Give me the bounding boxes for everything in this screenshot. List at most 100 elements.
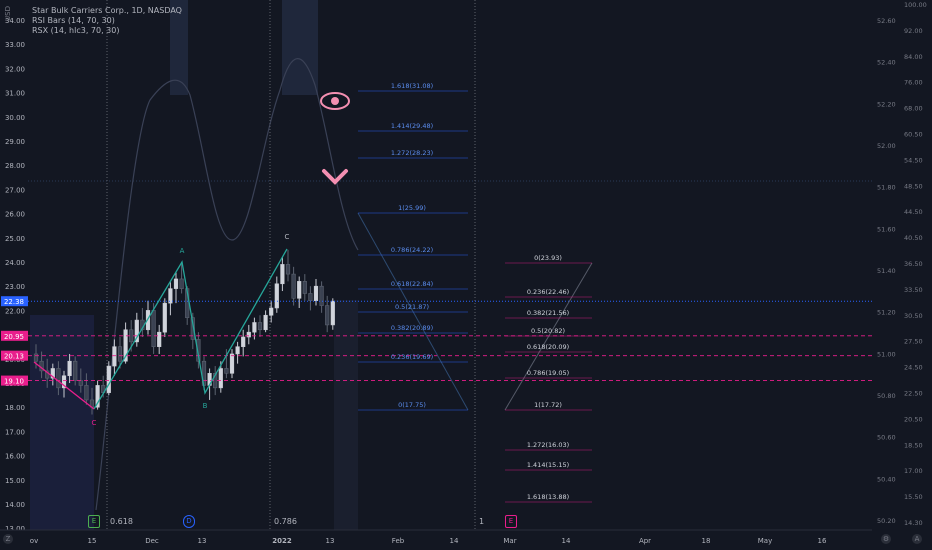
price-tick-label: 15.00 xyxy=(5,477,25,485)
fib-level-label: 1.272(28.23) xyxy=(391,149,433,157)
candle-body xyxy=(73,360,78,381)
candle-body xyxy=(257,322,263,331)
left-axis-bg xyxy=(0,0,28,550)
time-tick-label: 15 xyxy=(88,537,97,545)
pattern-point-label: C xyxy=(285,233,290,241)
rsi-axis-tick: 27.50 xyxy=(904,338,923,346)
fib-level-label: 1(17.72) xyxy=(534,401,562,409)
candle xyxy=(235,341,240,364)
price-badge-label: 19.10 xyxy=(4,378,24,386)
legend-rsi-bars[interactable]: RSI Bars (14, 70, 30) xyxy=(32,16,115,25)
time-tick-label: 13 xyxy=(198,537,207,545)
rsi-overbought-band xyxy=(282,0,318,95)
earnings-event-marker-future[interactable]: E xyxy=(505,515,517,528)
time-tick-label: Dec xyxy=(145,537,159,545)
candle xyxy=(162,298,167,338)
left-price-axis: 34.00 33.00 32.00 31.00 30.00 29.00 28.00 27.00… xyxy=(0,0,28,550)
rsx-axis-tick: 51.80 xyxy=(877,184,896,192)
candle xyxy=(106,361,111,396)
candle-body xyxy=(274,283,279,309)
rsx-axis-tick: 50.80 xyxy=(877,392,896,400)
auto-scale-icon[interactable]: A xyxy=(912,534,922,544)
candle xyxy=(73,356,78,386)
candle xyxy=(56,361,61,396)
candle xyxy=(112,339,117,376)
fib-level-label: 0(23.93) xyxy=(534,254,562,262)
rsi-axis-tick: 24.50 xyxy=(904,364,923,372)
fib-level-label: 0.618(22.84) xyxy=(391,280,433,288)
candle-body xyxy=(173,278,179,289)
time-tick-label: 2022 xyxy=(272,537,292,545)
candle xyxy=(229,349,235,379)
candle-body xyxy=(252,322,257,333)
candle xyxy=(134,312,139,347)
legend-title[interactable]: Star Bulk Carriers Corp., 1D, NASDAQ xyxy=(32,6,182,15)
rsi-axis-tick: 68.00 xyxy=(904,105,923,113)
price-tick-label: 22.00 xyxy=(5,307,25,315)
rsi-axis-tick: 17.00 xyxy=(904,467,923,475)
fib-level-label: 0.382(20.89) xyxy=(391,324,433,332)
right-axis-bg xyxy=(872,0,932,550)
candle-body xyxy=(218,368,223,389)
candle xyxy=(274,276,279,313)
rsi-axis-tick: 15.50 xyxy=(904,493,923,501)
candle-body xyxy=(134,319,139,343)
rsx-axis-tick: 52.20 xyxy=(877,100,896,108)
candle xyxy=(291,266,296,306)
rsx-axis-tick: 50.20 xyxy=(877,517,896,525)
candle-body xyxy=(235,346,240,355)
candle-body xyxy=(291,273,296,299)
candle-body xyxy=(280,264,285,285)
legend-rsx[interactable]: RSX (14, hlc3, 70, 30) xyxy=(32,26,120,35)
rsi-zone-band xyxy=(30,315,94,530)
price-tick-label: 28.00 xyxy=(5,162,25,170)
time-axis-bg xyxy=(0,530,932,550)
candle-body xyxy=(112,346,117,367)
time-axis: ov 15 Dec 13 2022 13 Feb 14 Mar 14 Apr 18 May 16 xyxy=(0,529,932,550)
rsi-axis-tick: 76.00 xyxy=(904,79,923,87)
dividend-event-marker[interactable]: D xyxy=(183,515,195,528)
candle xyxy=(297,276,302,308)
candle-body xyxy=(196,339,201,362)
price-tick-label: 24.00 xyxy=(5,259,25,267)
candle-body xyxy=(61,375,67,389)
rsi-axis-tick: 14.30 xyxy=(904,519,923,527)
price-tick-label: 23.00 xyxy=(5,283,25,291)
chevron-down-icon xyxy=(322,169,348,185)
eye-outline xyxy=(320,92,350,110)
ratio-label-0786: 0.786 xyxy=(274,517,297,526)
candle xyxy=(84,373,89,405)
zoom-icon[interactable]: Z xyxy=(3,534,13,544)
candle xyxy=(179,262,184,294)
price-tick-label: 30.00 xyxy=(5,114,25,122)
price-tick-label: 13.00 xyxy=(5,525,25,533)
fib-retracement-lower: 0(23.93) 0.236(22.46) 0.382(21.56) 0.5(20.8… xyxy=(504,254,593,503)
rsi-axis-tick: 36.50 xyxy=(904,260,923,268)
candle xyxy=(280,257,285,292)
price-tick-label: 34.00 xyxy=(5,17,25,25)
currency-label: USD xyxy=(4,6,12,21)
candle xyxy=(269,300,274,323)
price-tick-label: 14.00 xyxy=(5,501,25,509)
candle-body xyxy=(246,331,251,338)
settings-gear-icon[interactable]: ⚙ xyxy=(881,534,891,544)
fib-level-label: 0.236(22.46) xyxy=(527,288,569,296)
fib-diagonal xyxy=(357,212,469,411)
fib-level-label: 1.618(13.88) xyxy=(527,493,569,501)
price-tick-label: 17.00 xyxy=(5,428,25,436)
candle-body xyxy=(269,307,274,316)
time-tick-label: ov xyxy=(30,537,38,545)
candle-body xyxy=(319,285,324,306)
price-tick-label: 18.00 xyxy=(5,404,25,412)
candle-body xyxy=(117,346,123,362)
price-tick-label: 31.00 xyxy=(5,90,25,98)
rsi-axis-tick: 20.50 xyxy=(904,415,923,423)
candle xyxy=(263,310,268,333)
earnings-event-marker[interactable]: E xyxy=(88,515,100,528)
rsx-axis-tick: 51.20 xyxy=(877,309,896,317)
pattern-point-label: A xyxy=(180,247,185,255)
candle xyxy=(61,370,67,398)
candle xyxy=(173,271,179,304)
candle xyxy=(50,363,55,386)
